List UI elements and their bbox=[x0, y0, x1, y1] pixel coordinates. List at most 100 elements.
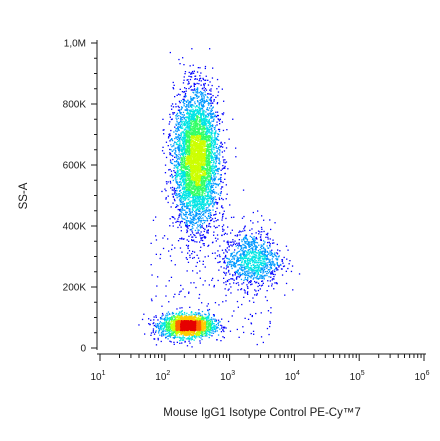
event-dot bbox=[200, 116, 202, 118]
event-dot bbox=[257, 210, 259, 212]
event-dot bbox=[176, 178, 178, 180]
event-dot bbox=[252, 278, 254, 280]
event-dot bbox=[204, 100, 206, 102]
event-dot bbox=[165, 181, 168, 183]
event-dot bbox=[234, 255, 236, 257]
event-dot bbox=[213, 115, 215, 118]
event-dot bbox=[207, 230, 209, 232]
event-dot bbox=[236, 328, 238, 331]
event-dot bbox=[236, 256, 239, 258]
event-dot bbox=[205, 164, 208, 166]
event-dot bbox=[155, 235, 157, 237]
event-dot bbox=[209, 226, 212, 228]
event-dot bbox=[191, 219, 193, 221]
event-dot bbox=[188, 81, 190, 83]
event-dot bbox=[222, 156, 224, 158]
event-dot bbox=[182, 116, 184, 118]
event-dot bbox=[222, 165, 224, 167]
event-dot bbox=[233, 257, 236, 259]
event-dot bbox=[203, 214, 205, 216]
event-dot bbox=[181, 195, 183, 198]
event-dot bbox=[285, 270, 287, 272]
event-dot bbox=[169, 182, 172, 184]
event-dot bbox=[210, 100, 212, 102]
event-dot bbox=[239, 272, 241, 274]
event-dot bbox=[206, 224, 208, 227]
event-dot bbox=[169, 329, 171, 331]
event-dot bbox=[255, 251, 258, 254]
event-dot bbox=[207, 169, 209, 172]
event-dot bbox=[193, 191, 195, 193]
event-dot bbox=[211, 252, 214, 254]
event-dot bbox=[214, 214, 216, 216]
event-dot bbox=[226, 261, 229, 263]
event-dot bbox=[198, 132, 200, 135]
event-dot bbox=[243, 252, 245, 254]
event-dot bbox=[251, 274, 253, 277]
event-dot bbox=[190, 196, 192, 199]
event-dot bbox=[192, 204, 194, 207]
event-dot bbox=[169, 148, 171, 151]
event-dot bbox=[241, 266, 243, 268]
event-dot bbox=[208, 135, 210, 137]
event-dot bbox=[187, 199, 189, 201]
event-dot bbox=[181, 310, 183, 312]
event-dot bbox=[206, 133, 209, 135]
event-dot bbox=[211, 114, 213, 116]
event-dot bbox=[198, 117, 200, 119]
event-dot bbox=[182, 131, 185, 133]
event-dot bbox=[256, 242, 259, 244]
event-dot bbox=[159, 327, 162, 329]
event-dot bbox=[225, 327, 227, 329]
event-dot bbox=[194, 210, 196, 213]
event-dot bbox=[172, 81, 174, 84]
event-dot bbox=[218, 120, 221, 122]
event-dot bbox=[189, 194, 191, 196]
event-dot bbox=[185, 211, 187, 213]
event-dot bbox=[196, 116, 198, 118]
event-dot bbox=[185, 225, 188, 227]
event-dot bbox=[244, 278, 246, 280]
event-dot bbox=[242, 243, 244, 246]
event-dot bbox=[186, 194, 188, 197]
event-dot bbox=[182, 157, 184, 159]
event-dot bbox=[193, 83, 196, 85]
event-dot bbox=[210, 169, 212, 171]
event-dot bbox=[222, 215, 224, 217]
event-dot bbox=[201, 196, 203, 198]
event-dot bbox=[181, 194, 184, 197]
event-dot bbox=[192, 214, 194, 216]
event-dot bbox=[258, 284, 261, 286]
event-dot bbox=[212, 323, 214, 325]
event-dot bbox=[183, 136, 185, 138]
event-dot bbox=[208, 181, 211, 183]
event-dot bbox=[212, 140, 214, 143]
event-dot bbox=[196, 97, 198, 99]
event-dot bbox=[171, 313, 173, 315]
event-dot bbox=[261, 250, 263, 253]
event-dot bbox=[210, 202, 212, 205]
event-dot bbox=[252, 237, 254, 239]
event-dot bbox=[250, 241, 253, 243]
event-dot bbox=[202, 100, 204, 102]
event-dot bbox=[210, 102, 212, 104]
event-dot bbox=[198, 193, 200, 195]
event-dot bbox=[203, 205, 206, 207]
event-dot bbox=[196, 127, 198, 130]
event-dot bbox=[212, 184, 215, 186]
event-dot bbox=[244, 261, 246, 263]
event-dot bbox=[186, 205, 188, 207]
event-dot bbox=[194, 199, 196, 201]
event-dot bbox=[204, 266, 206, 268]
event-dot bbox=[211, 185, 213, 187]
event-dot bbox=[195, 134, 197, 136]
event-dot bbox=[202, 202, 204, 204]
event-dot bbox=[254, 277, 256, 279]
event-dot bbox=[271, 249, 273, 251]
event-dot bbox=[207, 255, 209, 257]
event-dot bbox=[256, 264, 258, 266]
event-dot bbox=[232, 239, 234, 241]
event-dot bbox=[181, 197, 183, 199]
event-dot bbox=[201, 338, 203, 341]
event-dot bbox=[172, 113, 174, 115]
